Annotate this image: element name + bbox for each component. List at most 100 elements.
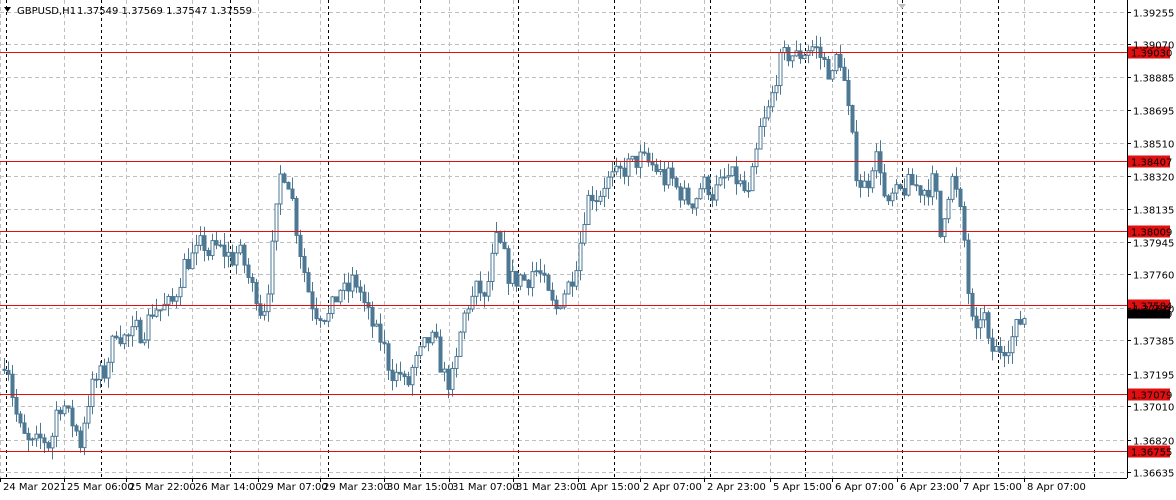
candle-body (602, 187, 607, 197)
candle-body (254, 282, 259, 305)
candle-body (222, 244, 227, 257)
candle-body (714, 184, 719, 201)
x-tick-label: 5 Apr 15:00 (773, 482, 832, 493)
candle-body (162, 303, 167, 311)
candle-body (834, 53, 839, 72)
candle-body (178, 286, 183, 298)
candle-body (382, 341, 387, 345)
candle-body (386, 343, 391, 371)
y-tick-label: 1.37010 (1133, 403, 1174, 414)
candle-body (6, 369, 11, 375)
candle-body (242, 244, 247, 266)
candle-body (822, 57, 827, 60)
candle-body (814, 46, 819, 49)
candle-body (90, 378, 95, 408)
candle-body (782, 47, 787, 54)
candle-body (942, 218, 947, 238)
grid (0, 0, 1127, 478)
candle-body (522, 274, 527, 281)
candle-body (62, 405, 67, 415)
candle-body (990, 337, 995, 352)
candle-body (30, 438, 35, 441)
candle-body (618, 165, 623, 169)
candle-body (458, 331, 463, 357)
level-label-bg (1128, 225, 1170, 238)
candle-body (974, 315, 979, 329)
candle-body (698, 188, 703, 200)
candle-body (82, 422, 87, 449)
candle-body (786, 47, 791, 62)
candle-body (102, 365, 107, 379)
candle-body (622, 167, 627, 177)
y-tick-label: 1.36820 (1133, 437, 1174, 448)
candle-body (142, 339, 147, 344)
candle-body (610, 171, 615, 178)
candle-body (86, 406, 91, 424)
candle-body (374, 323, 379, 327)
candle-body (830, 70, 835, 80)
candle-body (1022, 317, 1027, 325)
candle-body (350, 274, 355, 292)
symbol-label: GBPUSD,H1 (17, 6, 76, 17)
candle-body (406, 376, 411, 386)
candle-body (322, 319, 327, 322)
candle-body (158, 309, 163, 312)
candle-body (882, 172, 887, 197)
y-tick-label: 1.38695 (1133, 107, 1174, 118)
candle-body (398, 371, 403, 375)
x-tick-label: 30 Mar 15:00 (387, 482, 454, 493)
candles (2, 35, 1027, 460)
y-tick-label: 1.37570 (1133, 305, 1174, 316)
candle-body (690, 203, 695, 209)
candle-body (1006, 352, 1011, 357)
candle-body (678, 186, 683, 201)
candle-body (470, 295, 475, 310)
candle-body (138, 319, 143, 344)
candle-body (114, 335, 119, 339)
candle-body (154, 309, 159, 317)
candle-body (726, 175, 731, 178)
candle-body (894, 184, 899, 194)
candle-body (190, 252, 195, 270)
candle-body (578, 242, 583, 272)
candle-body (850, 105, 855, 133)
candle-body (550, 289, 555, 301)
candle-body (426, 337, 431, 344)
candle-body (54, 409, 59, 437)
x-tick-label: 6 Apr 23:00 (900, 482, 959, 493)
x-tick-label: 7 Apr 15:00 (963, 482, 1022, 493)
candle-body (18, 413, 23, 424)
candle-body (362, 291, 367, 304)
y-tick-label: 1.38510 (1133, 140, 1174, 151)
dropdown-triangle-icon[interactable] (4, 7, 11, 12)
level-label: 1.36755 (1131, 448, 1172, 459)
chart-shift-marker-icon[interactable] (898, 4, 906, 9)
candle-body (742, 180, 747, 192)
candle-body (258, 303, 263, 316)
level-label-bg (1128, 445, 1170, 458)
candle-body (594, 200, 599, 203)
y-tick-label: 1.39070 (1133, 41, 1174, 52)
candle-body (338, 289, 343, 303)
candle-body (450, 367, 455, 390)
candle-body (586, 194, 591, 225)
candle-body (662, 169, 667, 186)
candle-body (682, 187, 687, 201)
candle-body (70, 407, 75, 427)
candle-body (898, 184, 903, 190)
candle-body (462, 312, 467, 333)
candle-body (298, 234, 303, 257)
candle-body (670, 167, 675, 179)
x-tick-label: 6 Apr 07:00 (835, 482, 894, 493)
candle-body (810, 46, 815, 52)
candle-body (42, 437, 47, 444)
x-tick-label: 8 Apr 07:00 (1027, 482, 1086, 493)
candle-body (26, 432, 31, 441)
horizontal-levels[interactable]: 1.39030 1.38407 1.38009 1.37584 1.37079 1.367… (0, 46, 1172, 459)
candle-body (562, 293, 567, 308)
current-price-marker-bg (1128, 309, 1170, 319)
candle-body (790, 55, 795, 62)
candle-body (798, 50, 803, 60)
